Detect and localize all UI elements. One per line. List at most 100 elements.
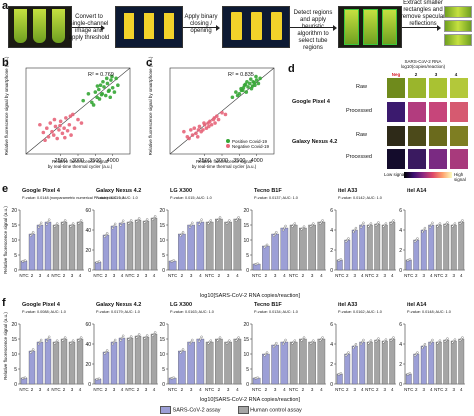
scatter-b-ylabel: Relative fluorescence signal by smartpho… <box>4 56 9 156</box>
col-neg: Neg <box>391 72 401 77</box>
bars-f-dot-human-0-3-0 <box>77 339 80 342</box>
bars-f-bar-sars-0-1 <box>28 350 36 385</box>
scatter-c-xlabel-line2: by real-time thermal cycler (a.u.) <box>191 164 257 169</box>
bars-e-dot-human-4-0-0 <box>367 225 370 228</box>
scatter-c-point-0-8 <box>247 81 252 86</box>
bars-e-dot-human-4-0-1 <box>368 223 371 227</box>
bars-e-dot-sars-3-1-2 <box>265 243 269 246</box>
legend-human-swatch <box>237 406 249 414</box>
tubes-photo <box>8 6 72 48</box>
bars-e-dot-human-3-2-1 <box>310 223 314 227</box>
raw-pixel4-3 <box>429 78 447 98</box>
bars-e-ytick-label-3-1: 5 <box>246 253 249 259</box>
bars-f-bar-human-1-3 <box>150 333 158 385</box>
bars-f-bar-sars-0-2 <box>36 341 44 385</box>
bars-e-xtick2-0-1: 2 <box>63 273 66 278</box>
bars-e-dot-sars-0-2-0 <box>37 226 40 229</box>
bars-e-dot-human-1-2-2 <box>146 218 149 221</box>
bars-f-xtick-1-2: 3 <box>113 387 116 392</box>
bars-e-dot-sars-5-3-0 <box>428 226 432 229</box>
raw-nexus-3 <box>429 126 447 146</box>
bars-f-dot-human-4-3-1 <box>391 337 394 341</box>
bars-e-dot-human-2-1-2 <box>218 216 222 219</box>
bars-e-xtick-3-0: NTC <box>252 273 262 278</box>
bars-e-ytick-label-0-2: 10 <box>11 238 17 244</box>
bars-e-dot-sars-0-0-2 <box>24 259 27 262</box>
step-2-text: Apply binary closing / opening <box>184 14 218 34</box>
scatter-b-point-0-18 <box>97 97 102 101</box>
bars-f-ytick-label-0-4: 20 <box>11 322 17 328</box>
bars-e-bar-sars-1-3 <box>118 222 126 271</box>
bars-f-dot-human-2-3-1 <box>236 337 239 341</box>
bars-f-bar-human-3-1 <box>299 338 307 385</box>
scatter-b-xlabel-line1: Relative fluorescence signal <box>51 159 109 164</box>
scatter-b-xtick-label-0: 2500 <box>55 158 67 164</box>
bars-e-xtick-2-1: 2 <box>181 273 184 278</box>
bars-e-xtick-4-0: NTC <box>335 273 345 278</box>
bars-f-dot-sars-0-2-0 <box>37 342 40 346</box>
scatter-c-ylabel: Relative fluorescence signal by smartpho… <box>148 56 153 156</box>
bars-e-bar-human-3-2 <box>308 224 316 271</box>
bars-e-group-name-5: itel A14 <box>407 188 427 194</box>
bars-f-dot-sars-2-2-0 <box>188 342 192 346</box>
bars-e-dot-human-4-1-2 <box>377 221 380 224</box>
col-3: 3 <box>434 72 438 77</box>
bars-e-dot-human-5-2-0 <box>451 225 454 228</box>
panel-e-ylabel: Relative fluorescence signal (a.u.) <box>3 206 8 274</box>
bars-f-ytick-label-1-1: 20 <box>85 362 91 368</box>
region-box-2 <box>363 9 378 45</box>
bars-f-dot-sars-4-3-2 <box>362 338 365 342</box>
closing-image <box>222 6 290 48</box>
scatter-c-point-0-0 <box>230 95 235 100</box>
bars-e-dot-sars-0-3-0 <box>45 223 48 226</box>
tube-2 <box>33 9 46 43</box>
bars-f-dot-sars-4-3-0 <box>359 342 363 346</box>
panel-d-header: SARS-CoV-2 RNA log10(copies/reaction) <box>378 59 468 69</box>
scatter-b-point-0-21 <box>110 74 114 79</box>
bars-f-bar-human-1-1 <box>134 335 142 385</box>
scatter-c-point-0-23 <box>252 80 257 85</box>
bars-f-dot-sars-0-1-1 <box>30 349 34 353</box>
raw-row-nexus <box>386 126 470 146</box>
bars-f-bar-sars-3-1 <box>262 353 270 385</box>
bars-e-ytick-label-0-1: 5 <box>14 253 17 259</box>
bars-e-dot-sars-0-2-2 <box>40 221 43 224</box>
bars-f-xtick-0-1: 2 <box>31 387 34 392</box>
scatter-c-point-1-23 <box>202 121 206 125</box>
bars-e-ytick-label-4-3: 6 <box>330 208 333 214</box>
bars-e-dot-human-2-1-1 <box>217 217 221 221</box>
bars-e-dot-human-4-1-1 <box>376 222 379 226</box>
bars-f-ytick-label-5-1: 2 <box>399 362 402 368</box>
bars-e-dot-human-3-2-0 <box>309 225 313 228</box>
scatter-c-point-0-15 <box>235 93 240 98</box>
bars-f-dot-human-2-1-2 <box>218 336 222 339</box>
bars-e-dot-sars-4-2-1 <box>353 228 356 232</box>
scatter-c-xtick-label-0: 2500 <box>199 158 211 164</box>
bars-e-dot-sars-1-2-0 <box>111 226 114 230</box>
bars-f-dot-sars-5-1-2 <box>416 351 419 354</box>
proc-pixel4-neg <box>387 102 405 122</box>
bars-e-bar-sars-3-3 <box>280 227 289 271</box>
bars-f-dot-sars-5-3-2 <box>431 338 434 342</box>
bars-e-group-name-3: Tecno B1F <box>254 188 282 194</box>
bars-f-dot-human-1-3-2 <box>154 331 157 334</box>
bars-f-xtick2-0-1: 2 <box>63 387 66 392</box>
arrow-4 <box>402 24 441 31</box>
bars-f-bar-human-0-2 <box>68 341 76 385</box>
bars-f-ytick-label-4-2: 4 <box>330 342 333 348</box>
bars-f-dot-human-0-2-2 <box>72 339 75 342</box>
bars-e-dot-sars-3-2-0 <box>272 234 276 237</box>
bars-e-bar-sars-2-0 <box>168 260 177 271</box>
scatter-c-point-1-14 <box>209 122 214 127</box>
bars-f-xtick2-5-3: 4 <box>460 387 463 392</box>
bars-e-ytick-label-4-0: 0 <box>330 268 333 274</box>
bars-f-xtick2-3-2: 3 <box>311 387 314 392</box>
bars-f-dot-sars-1-1-0 <box>103 352 106 355</box>
panel-b-letter: b <box>2 57 9 69</box>
bars-e-dot-sars-4-1-0 <box>344 240 348 243</box>
scatter-b-point-1-10 <box>58 119 63 124</box>
scatter-b-point-0-13 <box>110 85 115 90</box>
bars-e-ytick-label-4-2: 4 <box>330 228 333 234</box>
bars-f-ytick-label-1-3: 60 <box>85 322 91 328</box>
scatter-b-point-1-25 <box>68 114 73 118</box>
